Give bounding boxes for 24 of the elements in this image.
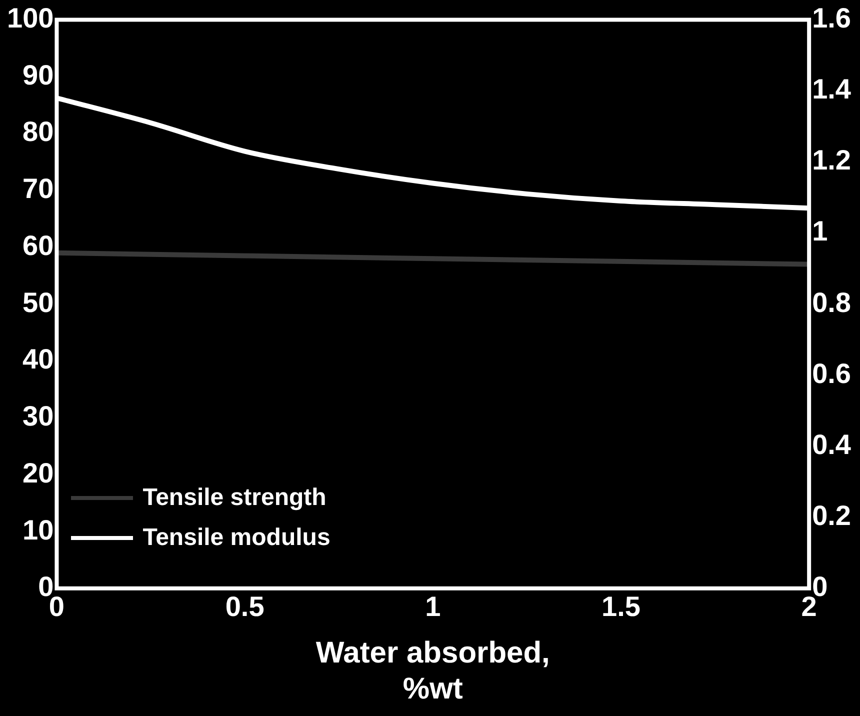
y2-tick-label: 1.2 [812, 144, 852, 176]
y-tick-label: 90 [22, 59, 54, 90]
x-axis-title: Water absorbed, %wt [316, 636, 550, 706]
y2-tick-label: 0.2 [812, 500, 852, 532]
y-tick-label: 50 [22, 286, 54, 318]
y-tick-label: 100 [7, 2, 54, 34]
y2-tick-label: 1.6 [812, 2, 852, 34]
y2-tick-label: 1 [812, 216, 828, 247]
legend-label: Tensile strength [142, 484, 326, 512]
y-tick-label: 60 [22, 230, 54, 261]
y2-tick-label: 0.6 [812, 358, 852, 389]
y-tick-label: 80 [22, 116, 54, 148]
y-tick-label: 40 [22, 344, 54, 375]
y2-tick-label: 0.4 [812, 428, 852, 460]
x-tick-label: 1 [425, 590, 441, 622]
legend-label: Tensile modulus [142, 524, 330, 552]
x-tick-label: 0.5 [225, 590, 264, 622]
y-tick-label: 70 [22, 173, 54, 204]
y-tick-label: 30 [22, 400, 54, 432]
x-tick-label: 1.5 [602, 590, 640, 622]
y-tick-label: 20 [22, 457, 54, 488]
y-tick-label: 10 [22, 514, 54, 546]
y2-tick-label: 1.4 [812, 74, 852, 105]
y2-tick-label: 0.8 [812, 286, 852, 318]
